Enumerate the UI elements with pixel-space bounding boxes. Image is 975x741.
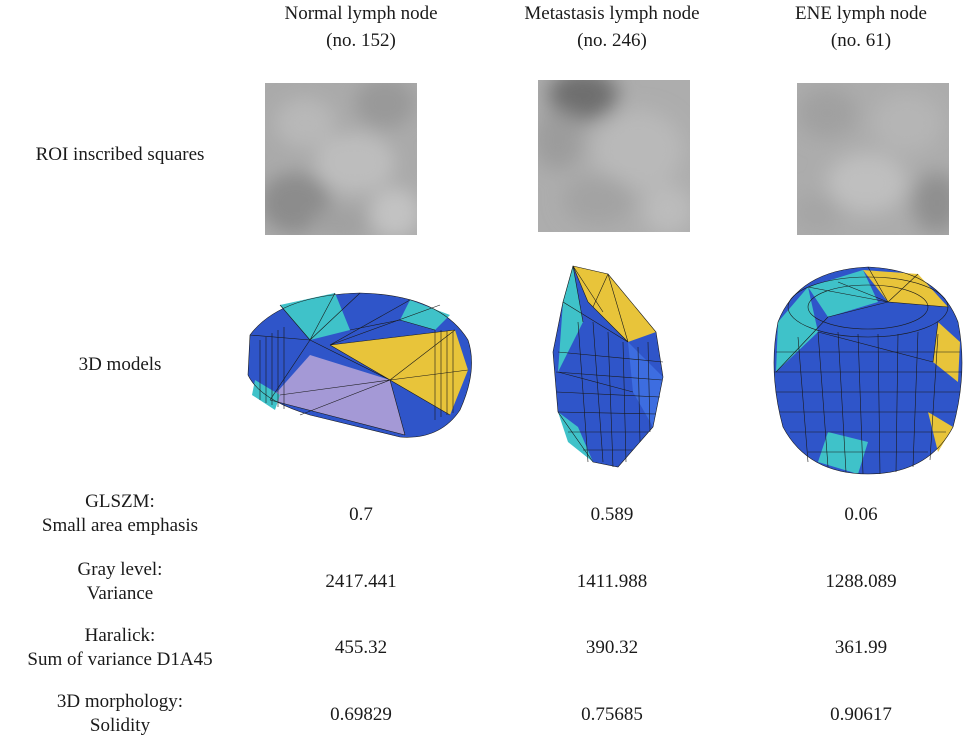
value-haralick-metastasis: 390.32 xyxy=(585,637,639,658)
model-3d-normal xyxy=(247,292,472,438)
column-header-title: Normal lymph node xyxy=(284,3,438,24)
model-3d-ene xyxy=(773,266,963,475)
column-header-id: (no. 152) xyxy=(326,30,396,51)
row-label-text: 3D models xyxy=(78,354,162,375)
column-header-id: (no. 246) xyxy=(577,30,647,51)
row-label-line1: Haralick: xyxy=(84,625,156,646)
row-label-line1: 3D morphology: xyxy=(56,691,184,712)
row-label-gray-level: Gray level: Variance xyxy=(0,558,240,606)
column-header-normal: Normal lymph node (no. 152) xyxy=(241,0,481,54)
column-header-title: Metastasis lymph node xyxy=(524,3,700,24)
value-gray-ene: 1288.089 xyxy=(825,571,897,592)
value-solidity-ene: 0.90617 xyxy=(830,704,892,725)
roi-image-ene xyxy=(797,83,949,235)
column-header-title: ENE lymph node xyxy=(795,3,927,24)
model-3d-metastasis xyxy=(552,265,664,468)
row-label-glszm: GLSZM: Small area emphasis xyxy=(0,490,240,538)
column-header-metastasis: Metastasis lymph node (no. 246) xyxy=(492,0,732,54)
column-header-id: (no. 61) xyxy=(830,30,892,51)
row-label-line2: Sum of variance D1A45 xyxy=(27,649,213,670)
row-label-haralick: Haralick: Sum of variance D1A45 xyxy=(0,624,240,672)
value-solidity-metastasis: 0.75685 xyxy=(581,704,643,725)
value-gray-metastasis: 1411.988 xyxy=(576,571,648,592)
roi-image-metastasis xyxy=(538,80,690,232)
value-glszm-normal: 0.7 xyxy=(349,504,373,525)
row-label-line2: Small area emphasis xyxy=(41,515,199,536)
column-header-ene: ENE lymph node (no. 61) xyxy=(741,0,975,54)
value-glszm-ene: 0.06 xyxy=(844,504,878,525)
value-haralick-ene: 361.99 xyxy=(834,637,888,658)
value-haralick-normal: 455.32 xyxy=(334,637,388,658)
roi-image-normal xyxy=(265,83,417,235)
value-glszm-metastasis: 0.589 xyxy=(590,504,634,525)
row-label-line1: Gray level: xyxy=(77,559,163,580)
row-label-line2: Solidity xyxy=(89,715,151,736)
row-label-roi: ROI inscribed squares xyxy=(0,143,240,167)
row-label-text: ROI inscribed squares xyxy=(35,144,205,165)
row-label-morphology: 3D morphology: Solidity xyxy=(0,690,240,738)
value-gray-normal: 2417.441 xyxy=(325,571,397,592)
row-label-line2: Variance xyxy=(86,583,154,604)
row-label-line1: GLSZM: xyxy=(85,491,155,512)
row-label-3d-models: 3D models xyxy=(0,353,240,377)
value-solidity-normal: 0.69829 xyxy=(330,704,392,725)
